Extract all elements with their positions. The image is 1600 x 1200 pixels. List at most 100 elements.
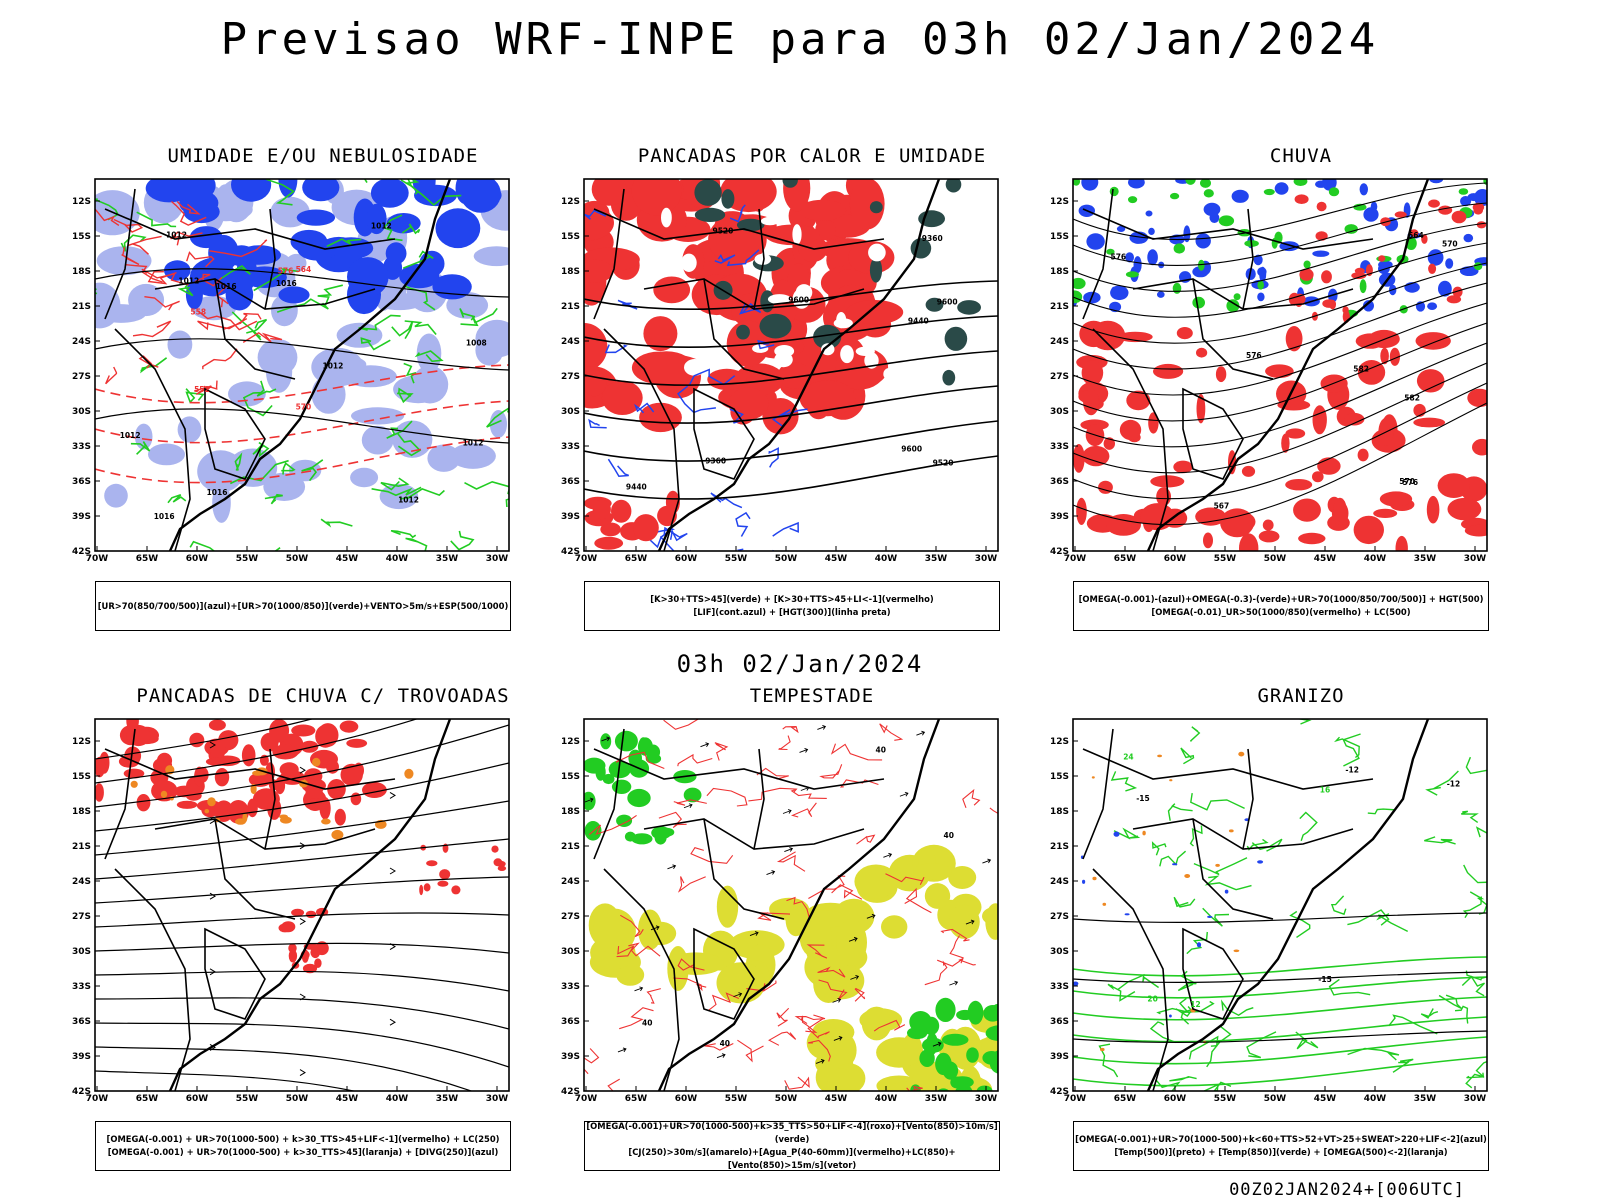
lon-tick-label: 50W bbox=[1264, 1094, 1287, 1103]
political-border bbox=[753, 748, 765, 850]
omega-area bbox=[1378, 263, 1390, 274]
lon-tick-label: 55W bbox=[1214, 1094, 1237, 1103]
panel-hail: GRANIZO -12 -15 -12 -15 12 16 20 24 12S 15S 18S 21S 2… bbox=[1041, 685, 1561, 1175]
wind850-area bbox=[989, 1050, 998, 1068]
thickness-contour bbox=[222, 312, 262, 331]
lifted-index-contour bbox=[735, 511, 751, 537]
streamline bbox=[95, 912, 509, 928]
low-level-humidity-contour bbox=[265, 179, 295, 206]
rain-area bbox=[1173, 460, 1193, 474]
legend-line: [OMEGA(-0.001) + UR>70(1000-500) + k>30_… bbox=[107, 1147, 499, 1157]
panel-title: PANCADAS POR CALOR E UMIDADE bbox=[637, 145, 987, 167]
thunderstorm-area bbox=[437, 880, 449, 887]
rain-area bbox=[1354, 267, 1365, 274]
rain-area bbox=[1395, 535, 1408, 551]
thickness-contour bbox=[147, 271, 177, 285]
lon-tick-label: 60W bbox=[1164, 1094, 1187, 1103]
wind850-area bbox=[611, 779, 632, 794]
precip-water-contour bbox=[807, 1018, 830, 1039]
humidity-mid-area bbox=[416, 333, 442, 374]
political-border bbox=[1192, 278, 1274, 380]
thickness-contour bbox=[127, 235, 162, 255]
humidity-mid-area bbox=[177, 416, 202, 443]
humidity-mid-area bbox=[257, 339, 298, 376]
humidity-high-area bbox=[297, 237, 338, 261]
lat-tick-label: 12S bbox=[1050, 737, 1069, 747]
legend-line: [OMEGA(-0.001)-(azul)+OMEGA(-0.3)-(verde… bbox=[1078, 594, 1484, 604]
lifted-index-contour bbox=[634, 402, 655, 414]
lon-tick-label: 60W bbox=[186, 1094, 209, 1103]
rain-area bbox=[1357, 360, 1386, 385]
panel-legend: [OMEGA(-0.001)-(azul)+OMEGA(-0.3)-(verde… bbox=[1073, 581, 1489, 631]
precip-water-contour bbox=[607, 1078, 629, 1091]
precip-water-contour bbox=[904, 887, 932, 914]
omega-strong-area bbox=[1170, 192, 1180, 200]
rain-area bbox=[1428, 263, 1437, 274]
temp850-contour bbox=[1117, 973, 1159, 990]
rain-area bbox=[1293, 498, 1321, 522]
contour-label: 1008 bbox=[466, 338, 487, 347]
streamline bbox=[95, 724, 509, 808]
thunderstorm-area bbox=[269, 719, 290, 743]
omega500-area bbox=[1228, 829, 1234, 833]
omega-area bbox=[1203, 202, 1221, 216]
wind850-area bbox=[600, 733, 612, 750]
thunderstorm-orange-area bbox=[321, 818, 331, 825]
hail-area bbox=[1169, 1014, 1172, 1018]
heat-shower-area bbox=[639, 402, 682, 433]
thunderstorm-area bbox=[291, 908, 305, 917]
thickness-contour bbox=[132, 320, 172, 338]
rain-area bbox=[1312, 405, 1327, 435]
coastline bbox=[1146, 179, 1430, 551]
hgt500-isoline bbox=[1073, 262, 1487, 344]
political-border bbox=[703, 278, 785, 380]
low-level-humidity-contour bbox=[301, 459, 324, 482]
lon-tick-label: 55W bbox=[236, 1094, 259, 1103]
precip-water-contour bbox=[677, 876, 706, 893]
low-level-humidity-contour bbox=[391, 320, 414, 340]
panel-legend: [K>30+TTS>45](verde) + [K>30+TTS>45+LI<-… bbox=[584, 581, 1000, 631]
lat-tick-label: 18S bbox=[561, 267, 580, 277]
rain-area bbox=[1281, 433, 1290, 453]
hgt500-isoline bbox=[1073, 382, 1487, 500]
precip-water-contour bbox=[873, 1019, 906, 1032]
lon-tick-label: 45W bbox=[1314, 1094, 1337, 1103]
political-border bbox=[1182, 927, 1244, 1020]
heat-shower-green-area bbox=[925, 297, 944, 312]
contour-label: 9520 bbox=[933, 458, 954, 467]
panel-title: PANCADAS DE CHUVA C/ TROVOADAS bbox=[136, 685, 510, 707]
rain-area bbox=[1285, 326, 1303, 352]
wind850-area bbox=[627, 788, 651, 808]
heat-shower-area bbox=[584, 370, 607, 397]
gap bbox=[833, 318, 853, 329]
omega-area bbox=[1257, 267, 1267, 277]
humidity-high-area bbox=[171, 179, 216, 202]
low-level-humidity-contour bbox=[414, 350, 444, 363]
rain-area bbox=[1421, 234, 1428, 244]
low-level-humidity-contour bbox=[399, 488, 445, 500]
low-level-humidity-contour bbox=[136, 211, 177, 228]
wind-vector bbox=[634, 986, 644, 992]
thunderstorm-area bbox=[126, 719, 139, 732]
thunderstorm-area bbox=[314, 958, 322, 968]
lon-tick-label: 35W bbox=[925, 1094, 948, 1103]
temp850-contour bbox=[1173, 896, 1196, 908]
rain-area bbox=[1220, 508, 1255, 538]
lat-tick-label: 39S bbox=[72, 1052, 91, 1062]
wind-vector bbox=[784, 847, 794, 852]
thunderstorm-area bbox=[334, 808, 346, 826]
thunderstorm-area bbox=[346, 738, 368, 748]
thunderstorm-area bbox=[451, 885, 461, 895]
jet-stream-area bbox=[799, 916, 833, 959]
heat-shower-area bbox=[728, 387, 769, 420]
thunderstorm-area bbox=[272, 744, 299, 760]
wind-vector bbox=[817, 725, 827, 730]
thunderstorm-area bbox=[439, 869, 451, 880]
omega-strong-area bbox=[1109, 186, 1119, 197]
precip-water-contour bbox=[790, 789, 827, 799]
political-border bbox=[214, 818, 296, 920]
thickness-contour bbox=[202, 348, 238, 370]
omega500-area bbox=[1169, 779, 1173, 782]
panel-legend: [OMEGA(-0.001)+UR>70(1000-500)+k<60+TTS>… bbox=[1073, 1121, 1489, 1171]
precip-water-contour bbox=[879, 723, 904, 741]
